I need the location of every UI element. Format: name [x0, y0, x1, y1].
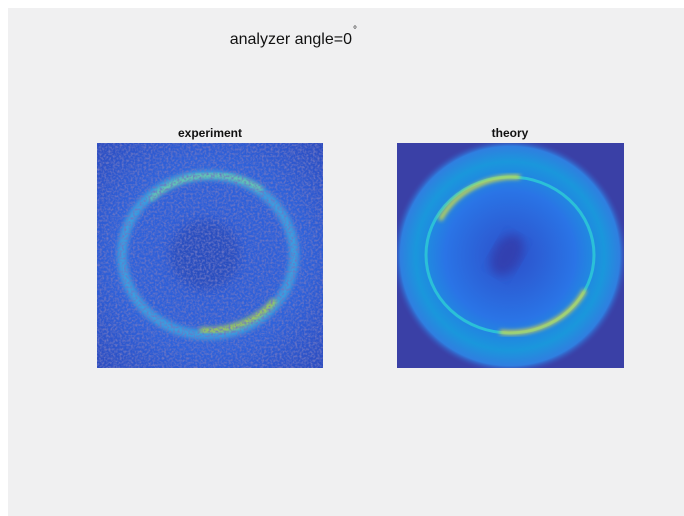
figure-title: analyzer angle=0 [230, 31, 352, 48]
panel-title: theory [492, 126, 529, 140]
panel-title: experiment [178, 126, 242, 140]
figure-title-superscript: ° [353, 25, 357, 36]
theory-image [397, 143, 624, 368]
experiment-image [97, 143, 323, 368]
